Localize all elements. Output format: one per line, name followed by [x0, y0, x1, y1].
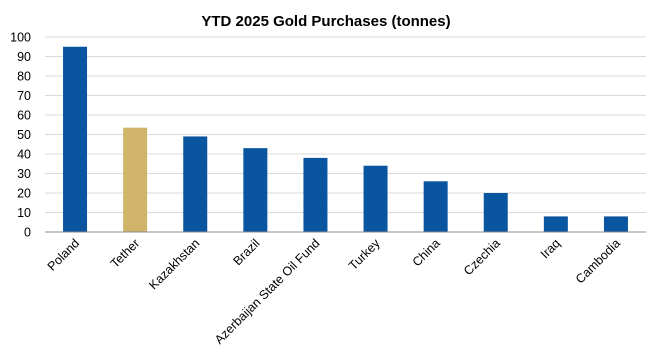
bar-iraq	[543, 216, 568, 232]
y-tick-label: 20	[17, 187, 31, 201]
y-tick-label: 50	[17, 128, 31, 142]
bar-czechia	[483, 193, 508, 232]
x-tick-label: Cambodia	[573, 236, 623, 286]
chart-title: YTD 2025 Gold Purchases (tonnes)	[201, 13, 450, 30]
bar-china	[423, 181, 448, 232]
y-axis-ticks: 0 10 20 30 40 50 60 70 80 90 100	[10, 31, 31, 240]
y-tick-label: 0	[24, 226, 31, 240]
y-tick-label: 60	[17, 109, 31, 123]
y-tick-label: 80	[17, 70, 31, 84]
y-tick-label: 30	[17, 167, 31, 181]
y-tick-label: 40	[17, 148, 31, 162]
bar-cambodia	[603, 216, 628, 232]
y-tick-label: 10	[17, 206, 31, 220]
y-tick-label: 100	[10, 31, 31, 45]
x-tick-label: Turkey	[346, 236, 383, 273]
x-tick-label: Tether	[108, 236, 142, 270]
x-tick-label: Iraq	[538, 236, 563, 261]
bars	[63, 46, 628, 232]
bar-poland	[63, 46, 88, 232]
bar-tether	[123, 127, 148, 232]
y-tick-label: 90	[17, 50, 31, 64]
bar-azerbaijan-state-oil-fund	[303, 157, 328, 232]
x-tick-label: China	[410, 236, 443, 269]
x-tick-label: Kazakhstan	[146, 236, 202, 292]
x-tick-label: Azerbaijan State Oil Fund	[212, 236, 323, 347]
bar-brazil	[243, 148, 268, 232]
x-tick-label: Czechia	[461, 236, 503, 278]
bar-kazakhstan	[183, 136, 208, 232]
x-tick-label: Poland	[45, 236, 82, 273]
x-tick-label: Brazil	[230, 236, 262, 268]
y-tick-label: 70	[17, 89, 31, 103]
bar-turkey	[363, 165, 388, 232]
